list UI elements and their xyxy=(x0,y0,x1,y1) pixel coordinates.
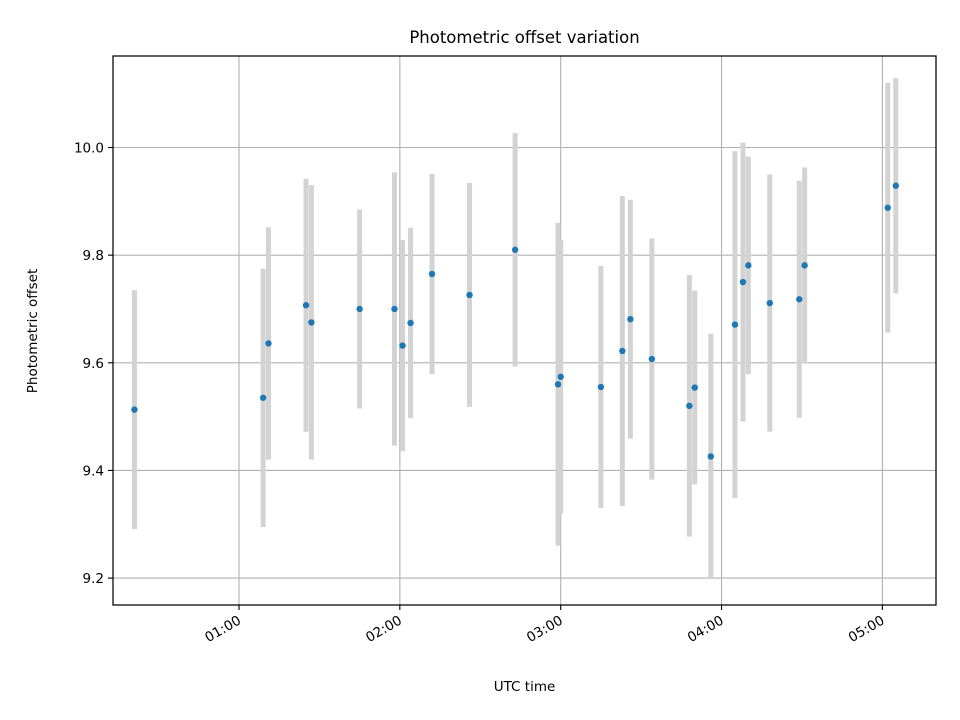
data-point xyxy=(648,355,656,363)
y-tick-label: 10.0 xyxy=(74,141,104,157)
data-point xyxy=(707,453,715,460)
data-point xyxy=(554,381,562,388)
y-axis-ticks: 9.2 9.4 9.6 9.8 10.0 xyxy=(74,141,113,587)
data-point xyxy=(739,278,747,286)
data-point xyxy=(308,319,315,326)
data-point xyxy=(796,296,803,303)
data-point xyxy=(766,299,773,307)
plot-area-frame xyxy=(112,55,937,606)
y-tick-label: 9.4 xyxy=(83,463,104,479)
data-point xyxy=(731,321,739,328)
data-point xyxy=(302,302,310,309)
data-point xyxy=(511,246,519,253)
y-tick-label: 9.8 xyxy=(83,248,104,264)
data-point xyxy=(801,262,808,269)
data-point xyxy=(627,315,634,323)
y-axis-label: Photometric offset xyxy=(25,269,41,393)
data-point xyxy=(466,291,473,299)
data-point xyxy=(131,406,138,413)
x-axis-label: UTC time xyxy=(494,679,556,695)
data-points xyxy=(131,182,899,460)
data-point xyxy=(884,204,891,211)
data-point xyxy=(399,342,406,349)
data-point xyxy=(259,394,267,401)
data-point xyxy=(557,373,564,380)
chart-title: Photometric offset variation xyxy=(409,28,639,47)
data-point xyxy=(619,347,626,355)
data-point xyxy=(407,319,414,327)
data-point xyxy=(428,270,436,278)
data-point xyxy=(686,402,693,410)
y-tick-label: 9.6 xyxy=(83,356,104,372)
data-point xyxy=(265,340,272,347)
data-point xyxy=(597,383,605,391)
data-point xyxy=(391,305,398,313)
data-point xyxy=(691,384,698,391)
data-point xyxy=(892,182,899,189)
data-point xyxy=(356,305,363,313)
y-tick-label: 9.2 xyxy=(83,571,104,587)
data-point xyxy=(745,262,752,269)
